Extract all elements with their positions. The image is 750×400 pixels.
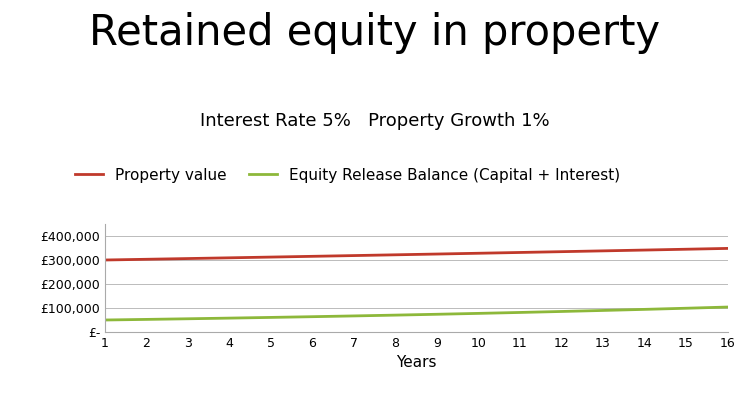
Equity Release Balance (Capital + Interest) — [515, 310, 524, 315]
Property value — [100, 258, 109, 262]
Equity Release Balance (Capital + Interest) — [142, 317, 151, 322]
Legend: Property value, Equity Release Balance (Capital + Interest): Property value, Equity Release Balance (… — [75, 168, 620, 183]
Equity Release Balance (Capital + Interest) — [266, 315, 275, 320]
Property value — [723, 246, 732, 251]
Equity Release Balance (Capital + Interest) — [598, 308, 608, 313]
Property value — [474, 251, 483, 256]
Property value — [598, 248, 608, 253]
Equity Release Balance (Capital + Interest) — [557, 309, 566, 314]
Equity Release Balance (Capital + Interest) — [308, 314, 317, 319]
Equity Release Balance (Capital + Interest) — [723, 305, 732, 310]
Equity Release Balance (Capital + Interest) — [225, 316, 234, 320]
Property value — [142, 257, 151, 262]
Text: Interest Rate 5%   Property Growth 1%: Interest Rate 5% Property Growth 1% — [200, 112, 550, 130]
X-axis label: Years: Years — [396, 356, 436, 370]
Text: Retained equity in property: Retained equity in property — [89, 12, 661, 54]
Equity Release Balance (Capital + Interest) — [184, 316, 193, 321]
Equity Release Balance (Capital + Interest) — [640, 307, 649, 312]
Property value — [266, 255, 275, 260]
Property value — [682, 247, 691, 252]
Property value — [225, 256, 234, 260]
Property value — [640, 248, 649, 252]
Line: Property value: Property value — [105, 248, 728, 260]
Equity Release Balance (Capital + Interest) — [682, 306, 691, 311]
Property value — [557, 249, 566, 254]
Property value — [433, 252, 442, 256]
Equity Release Balance (Capital + Interest) — [100, 318, 109, 322]
Equity Release Balance (Capital + Interest) — [474, 311, 483, 316]
Property value — [184, 256, 193, 261]
Line: Equity Release Balance (Capital + Interest): Equity Release Balance (Capital + Intere… — [105, 307, 728, 320]
Equity Release Balance (Capital + Interest) — [433, 312, 442, 317]
Equity Release Balance (Capital + Interest) — [391, 313, 400, 318]
Property value — [350, 253, 358, 258]
Equity Release Balance (Capital + Interest) — [350, 314, 358, 318]
Property value — [308, 254, 317, 259]
Property value — [515, 250, 524, 255]
Property value — [391, 252, 400, 257]
